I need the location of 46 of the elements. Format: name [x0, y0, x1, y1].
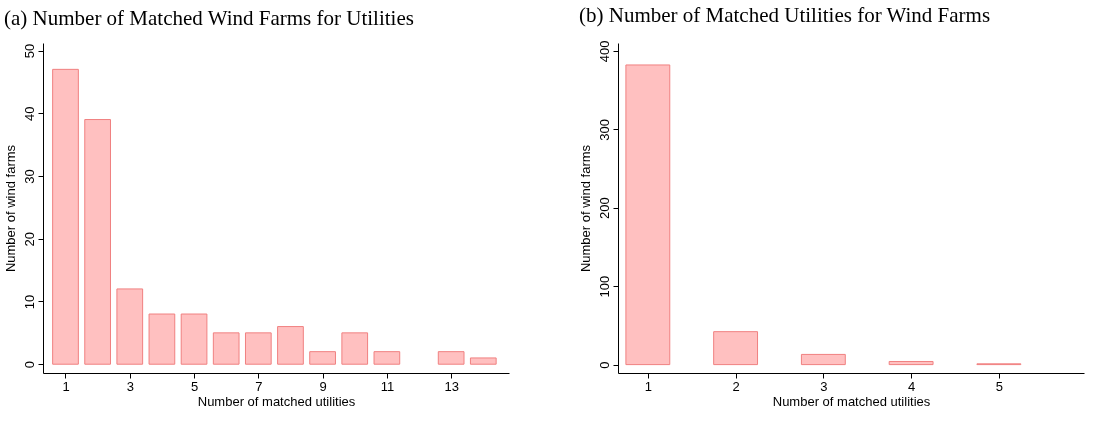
x-axis-title: Number of matched utilities: [772, 393, 931, 409]
x-tick-label: 7: [255, 378, 263, 394]
y-axis-title: Number of wind farms: [2, 144, 18, 273]
chart-title: (b) Number of Matched Utilities for Wind Farms: [579, 3, 991, 27]
bar: [116, 288, 144, 365]
y-tick-label: 100: [596, 275, 612, 298]
x-tick-label: 4: [908, 378, 916, 394]
bar: [277, 326, 304, 365]
x-tick-label: 1: [62, 378, 70, 394]
x-tick-label: 3: [126, 378, 134, 394]
y-tick-label: 30: [21, 169, 37, 184]
x-tick-label: 3: [820, 378, 828, 394]
y-tick-label: 200: [596, 197, 612, 220]
y-tick-label: 50: [21, 43, 37, 59]
bar: [52, 68, 79, 365]
y-tick-label: 0: [596, 361, 612, 369]
x-tick-label: 13: [444, 378, 459, 394]
y-tick-label: 40: [21, 106, 37, 121]
y-tick-label: 20: [21, 232, 37, 247]
bar: [341, 332, 369, 365]
bar: [437, 351, 465, 365]
y-tick-label: 400: [596, 40, 612, 63]
bar: [625, 64, 671, 366]
x-tick-label: 9: [319, 378, 327, 394]
x-tick-label: 5: [190, 378, 199, 394]
chart-title: (a) Number of Matched Wind Farms for Utilities: [4, 6, 414, 30]
x-axis-title: Number of matched utilities: [197, 393, 356, 409]
bar: [212, 332, 240, 365]
x-tick-label: 11: [380, 378, 395, 394]
bar: [180, 313, 208, 365]
bar: [888, 360, 934, 366]
bar: [713, 331, 759, 366]
y-tick-label: 10: [21, 294, 37, 310]
bar: [84, 119, 111, 365]
bar: [148, 313, 176, 365]
y-tick-label: 300: [596, 118, 612, 141]
x-tick-label: 5: [995, 378, 1003, 394]
bar: [309, 351, 336, 365]
y-tick-label: 0: [21, 361, 37, 369]
x-tick-label: 1: [644, 378, 652, 394]
bar: [373, 351, 401, 365]
y-axis-title: Number of wind farms: [577, 144, 593, 273]
x-tick-label: 2: [732, 378, 740, 394]
bar: [244, 332, 272, 365]
bar: [800, 353, 846, 366]
bar: [469, 357, 497, 365]
